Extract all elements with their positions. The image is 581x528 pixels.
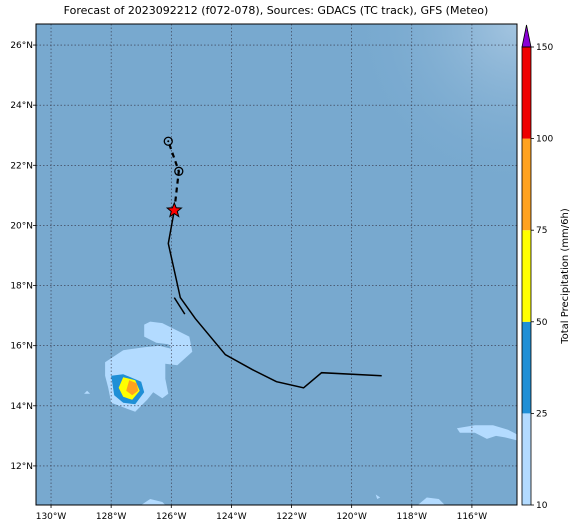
forecast-position-dot (167, 140, 170, 143)
precip-region-10mm (456, 425, 517, 441)
map-axes: 12°N 14°N 16°N 18°N 20°N 22°N 24°N 26°N 130°W 128… (10, 41, 487, 522)
storm-track (163, 136, 382, 389)
lat-tick-label: 24°N (10, 101, 33, 111)
observed-track-line (167, 210, 382, 389)
colorbar-tick-label: 75 (536, 226, 547, 236)
lon-tick-label: 118°W (396, 512, 427, 522)
lon-tick-label: 128°W (96, 512, 127, 522)
map-title: Forecast of 2023092212 (f072-078), Sourc… (63, 4, 489, 17)
lat-tick-label: 26°N (10, 41, 33, 51)
colorbar-label: Total Precipitation (mm/6h) (560, 208, 571, 345)
lon-tick-label: 120°W (336, 512, 367, 522)
precip-region-10mm (417, 497, 445, 505)
lat-tick-label: 12°N (10, 462, 33, 472)
current-position-star-icon (165, 201, 183, 218)
colorbar-tick-label: 10 (536, 501, 548, 511)
lon-tick-label: 126°W (156, 512, 187, 522)
precip-region-10mm (375, 494, 381, 499)
lat-tick-label: 22°N (10, 161, 33, 171)
precip-region-10mm (84, 390, 91, 394)
precip-region-75mm (126, 380, 139, 396)
colorbar-segment (522, 138, 531, 231)
track-loop-line (173, 297, 186, 315)
lat-tick-label: 16°N (10, 342, 33, 352)
colorbar-tick-label: 50 (536, 318, 548, 328)
ocean-glow (36, 24, 517, 505)
lat-tick-label: 14°N (10, 402, 33, 412)
colorbar-segment (522, 321, 531, 414)
colorbar-segment (522, 230, 531, 322)
colorbar-segment (522, 413, 531, 505)
forecast-position-marker (163, 136, 173, 146)
lon-tick-label: 122°W (276, 512, 307, 522)
lat-tick-label: 20°N (10, 221, 33, 231)
forecast-position-marker (174, 166, 184, 176)
precipitation-colorbar: 10 25 50 75 100 150 Total Precipitation (mm/6h… (521, 24, 571, 511)
forecast-position-dot (177, 170, 180, 173)
map-frame (35, 23, 518, 506)
precipitation-layer (84, 321, 517, 505)
colorbar-segment (522, 47, 531, 139)
lon-tick-label: 130°W (36, 512, 67, 522)
lat-tick-label: 18°N (10, 282, 33, 292)
colorbar-tick-label: 25 (536, 409, 547, 419)
colorbar-tick-label: 100 (536, 135, 553, 145)
colorbar-tick-label: 150 (536, 43, 553, 53)
lon-tick-label: 124°W (216, 512, 247, 522)
precip-region-10mm (141, 499, 166, 505)
lon-tick-label: 116°W (457, 512, 488, 522)
colorbar-frame (521, 46, 532, 506)
colorbar-extend-arrow (521, 24, 532, 48)
